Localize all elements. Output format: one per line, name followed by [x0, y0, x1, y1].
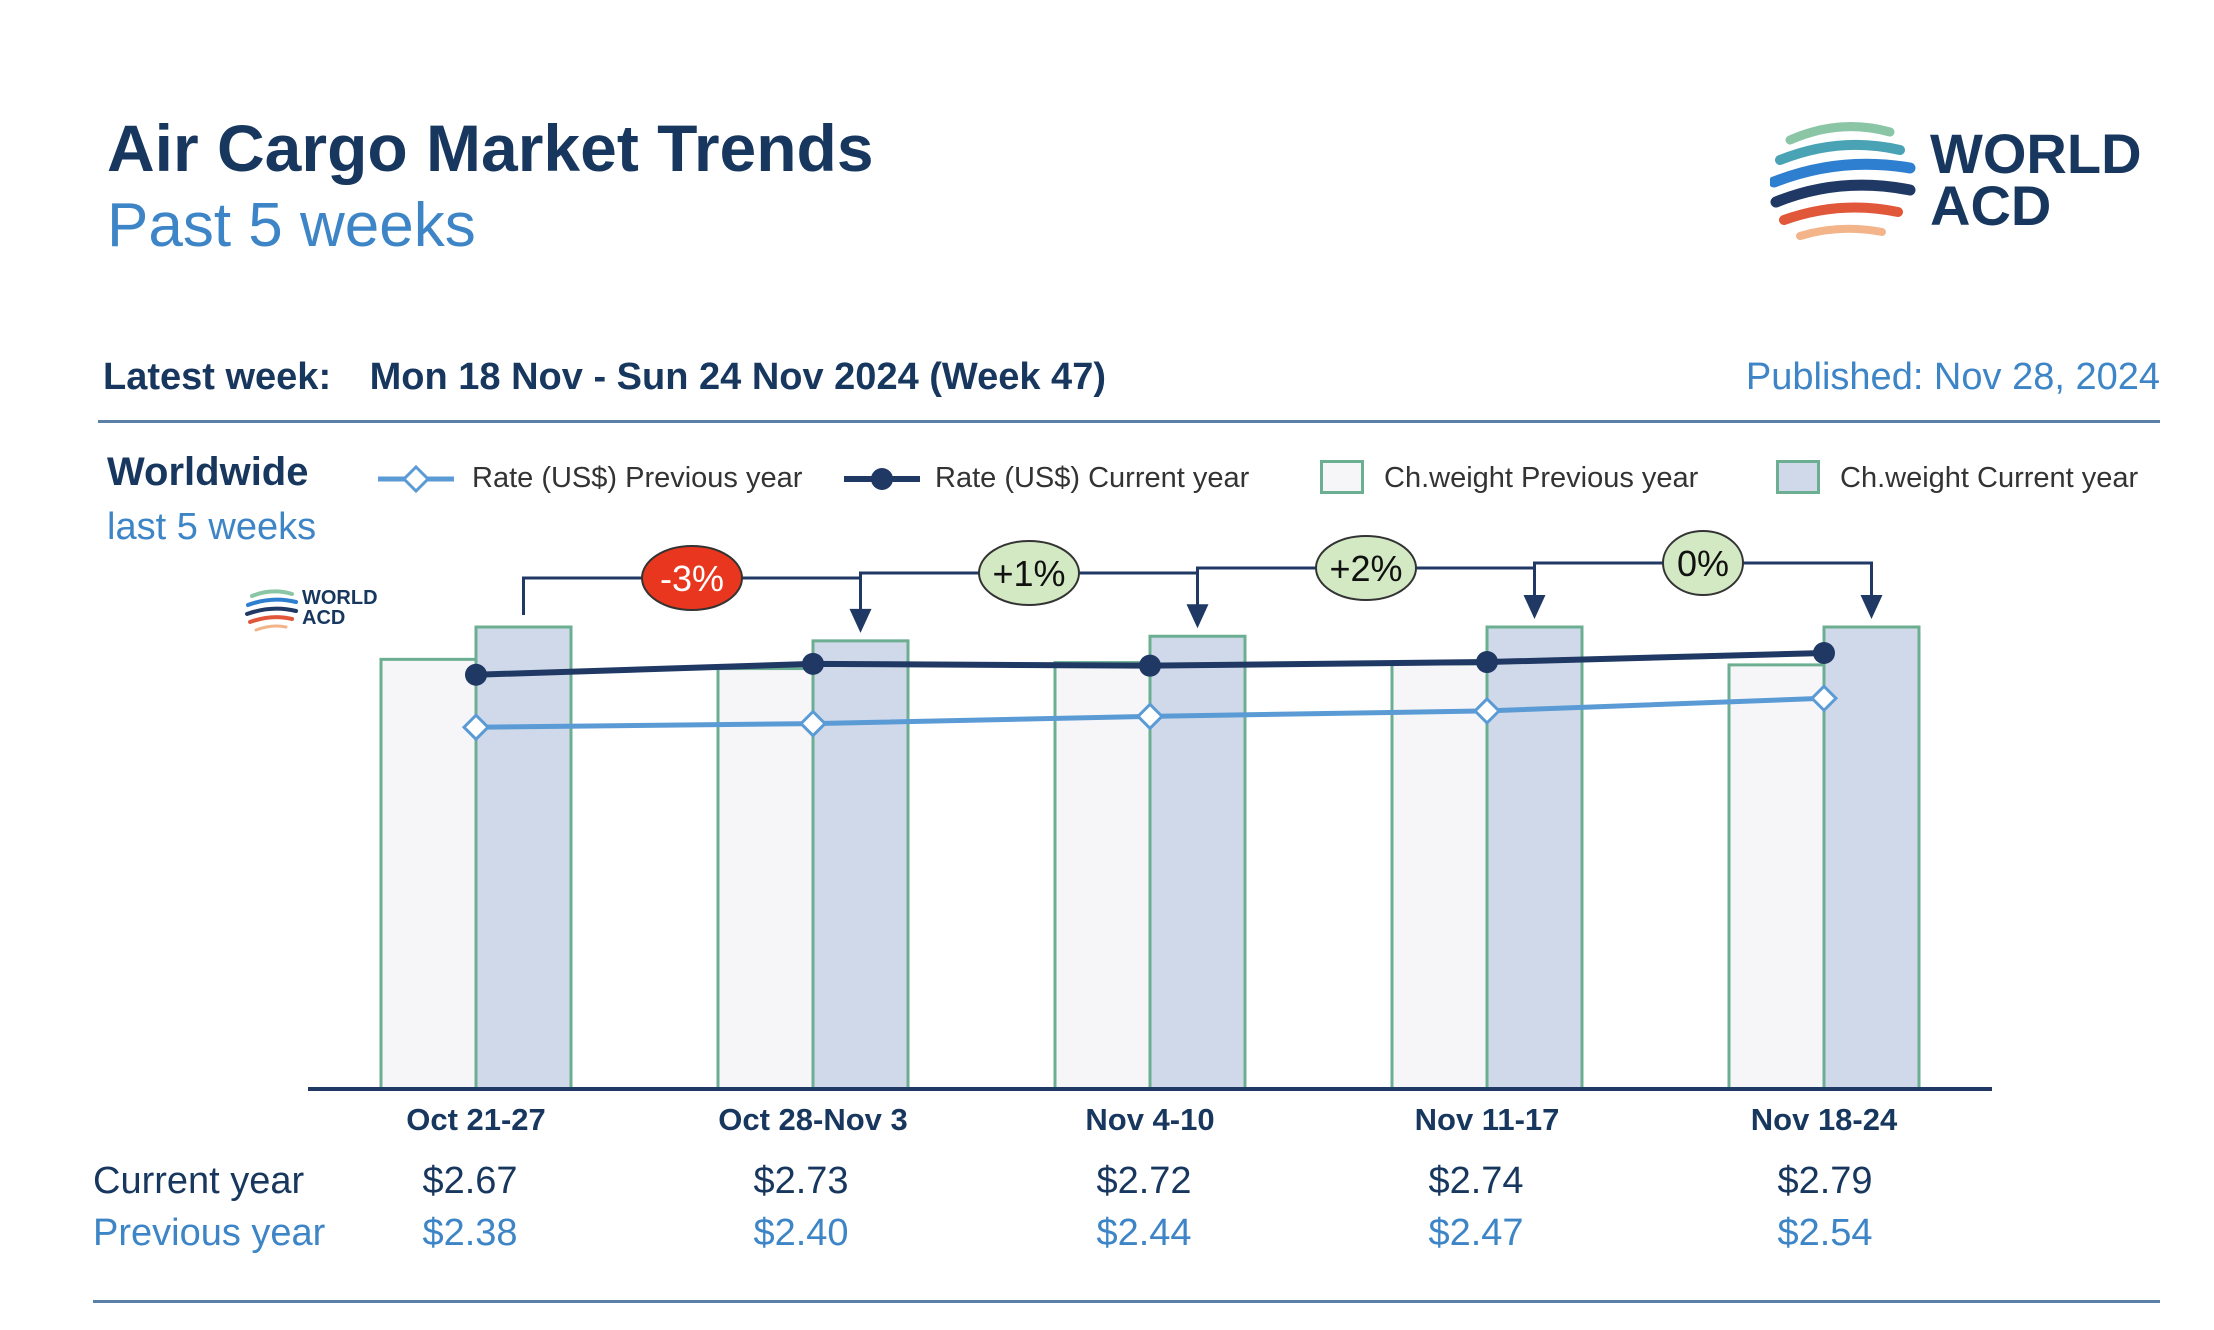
bar-prev-weight [1053, 661, 1152, 1091]
bar-cur-weight [1148, 634, 1247, 1091]
rate-current-cell: $2.79 [1777, 1160, 1873, 1202]
change-arrowhead [1523, 595, 1546, 619]
region-name: Worldwide [107, 450, 309, 494]
point-prev-rate [1472, 696, 1502, 726]
legend-label-cur-weight: Ch.weight Current year [1840, 462, 2139, 494]
change-bracket [522, 576, 862, 615]
legend-marker-prev-rate [378, 464, 454, 494]
series-line-prev-rate [475, 695, 1825, 730]
change-label: 0% [1677, 543, 1729, 584]
change-badge [978, 540, 1080, 606]
bar-cur-weight [474, 625, 573, 1091]
point-cur-rate [465, 663, 487, 686]
bar-cur-weight [811, 639, 910, 1091]
page-subtitle: Past 5 weeks [107, 191, 476, 260]
category-label: Nov 18-24 [1750, 1102, 1898, 1137]
change-badge [641, 545, 743, 611]
category-label: Oct 28-Nov 3 [718, 1102, 908, 1137]
change-bracket [1533, 561, 1873, 615]
rate-current-cell: $2.74 [1428, 1160, 1524, 1202]
latest-week: Latest week: Mon 18 Nov - Sun 24 Nov 202… [103, 356, 1106, 399]
bar-prev-weight [1727, 663, 1826, 1091]
change-label: -3% [660, 558, 724, 599]
change-arrowhead [1860, 595, 1883, 619]
legend-label-prev-weight: Ch.weight Previous year [1384, 462, 1699, 494]
header-divider [98, 420, 2160, 423]
bar-prev-weight [716, 667, 815, 1091]
watermark-wordmark: WORLD ACD [302, 588, 378, 628]
latest-week-label: Latest week: [103, 356, 332, 398]
point-prev-rate [461, 713, 491, 742]
rate-current-cell: $2.72 [1096, 1160, 1192, 1202]
bar-prev-weight [379, 657, 478, 1091]
legend-marker-cur-weight [1776, 460, 1820, 494]
legend-label-prev-rate: Rate (US$) Previous year [472, 462, 803, 494]
legend-marker-prev-weight [1320, 460, 1364, 494]
world-acd-watermark-icon [245, 589, 298, 632]
change-arrowhead [1186, 604, 1209, 629]
point-prev-rate [1809, 684, 1839, 713]
bar-cur-weight [1485, 625, 1584, 1091]
change-bracket [1196, 566, 1536, 625]
logo-wordmark: WORLD ACD [1930, 122, 2142, 237]
published-date: Published: Nov 28, 2024 [1745, 356, 2160, 398]
point-prev-rate [1135, 702, 1165, 731]
point-prev-rate [798, 709, 828, 738]
point-cur-rate [802, 652, 824, 675]
series-line-cur-rate [475, 650, 1825, 678]
logo-line-2: ACD [1930, 174, 2052, 237]
logo-line-1: WORLD [1930, 122, 2142, 185]
bar-cur-weight [1822, 625, 1921, 1091]
row-label-current: Current year [93, 1160, 305, 1202]
watermark-line-1: WORLD [302, 587, 378, 609]
change-badge [1662, 530, 1744, 596]
legend-label-cur-rate: Rate (US$) Current year [935, 462, 1250, 494]
rate-previous-cell: $2.38 [422, 1212, 518, 1254]
row-label-previous: Previous year [93, 1212, 326, 1254]
change-label: +1% [992, 553, 1065, 594]
category-label: Nov 4-10 [1085, 1102, 1215, 1137]
footer-divider [93, 1300, 2160, 1303]
rate-previous-cell: $2.40 [753, 1212, 849, 1254]
point-cur-rate [1139, 654, 1161, 677]
latest-week-value: Mon 18 Nov - Sun 24 Nov 2024 (Week 47) [369, 356, 1106, 398]
category-label: Nov 11-17 [1414, 1102, 1560, 1137]
rate-current-cell: $2.73 [753, 1160, 849, 1202]
point-cur-rate [1813, 642, 1835, 665]
rate-previous-cell: $2.54 [1777, 1212, 1873, 1254]
region-period: last 5 weeks [107, 506, 317, 548]
rate-previous-cell: $2.47 [1428, 1212, 1524, 1254]
page-title: Air Cargo Market Trends [107, 111, 874, 185]
change-badge [1315, 535, 1417, 601]
bar-prev-weight [1390, 662, 1489, 1091]
rate-current-cell: $2.67 [422, 1160, 518, 1202]
watermark-line-2: ACD [302, 607, 346, 629]
world-acd-logo-icon [1770, 122, 1916, 240]
change-bracket [859, 571, 1199, 629]
rate-previous-cell: $2.44 [1096, 1212, 1192, 1254]
category-label: Oct 21-27 [406, 1102, 546, 1137]
change-arrowhead [849, 608, 872, 633]
change-label: +2% [1329, 548, 1402, 589]
legend-marker-cur-rate [844, 468, 920, 490]
point-cur-rate [1476, 651, 1498, 674]
